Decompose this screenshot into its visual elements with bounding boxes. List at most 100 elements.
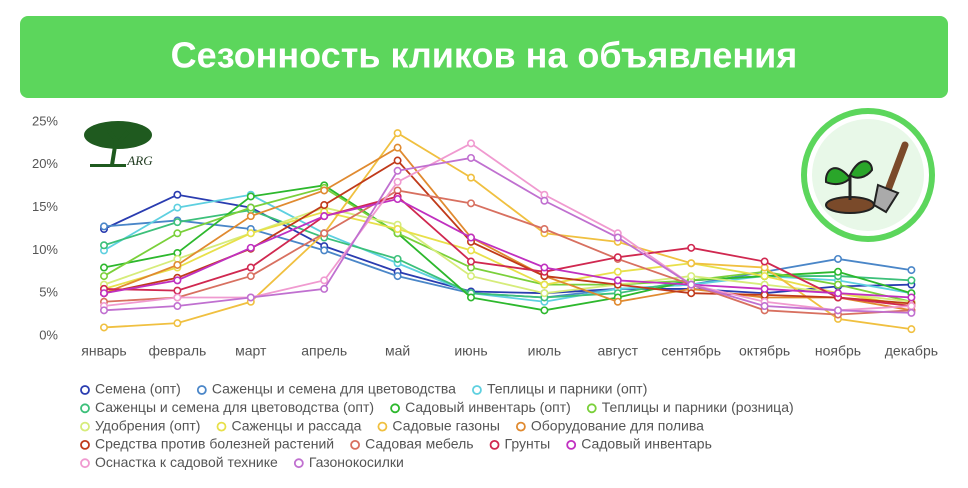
data-point <box>393 156 402 165</box>
data-point <box>466 233 475 242</box>
data-point <box>173 302 182 311</box>
y-tick-label: 10% <box>32 242 58 257</box>
data-point <box>466 246 475 255</box>
data-point <box>320 284 329 293</box>
series-line <box>103 195 912 307</box>
legend-label: Газонокосилки <box>309 454 404 470</box>
data-point <box>760 302 769 311</box>
data-point <box>100 323 109 332</box>
data-point <box>540 306 549 315</box>
series-line <box>103 131 912 331</box>
x-tick-label: октябрь <box>739 343 790 359</box>
series-line <box>103 157 912 314</box>
series-line <box>103 189 912 316</box>
data-point <box>907 302 916 311</box>
data-point <box>907 266 916 275</box>
series-line <box>103 186 912 303</box>
data-point <box>246 263 255 272</box>
data-point <box>613 267 622 276</box>
data-point <box>613 233 622 242</box>
data-point <box>246 243 255 252</box>
data-point <box>466 139 475 148</box>
x-tick-label: январь <box>81 343 126 359</box>
legend-marker <box>80 439 90 450</box>
data-point <box>540 263 549 272</box>
x-tick-label: ноябрь <box>815 343 861 359</box>
data-point <box>833 254 842 263</box>
data-point <box>320 201 329 210</box>
legend-label: Садовый инвентарь (опт) <box>405 399 571 415</box>
data-point <box>687 289 696 298</box>
data-point <box>540 196 549 205</box>
legend-marker <box>350 439 360 450</box>
legend-marker <box>80 421 90 432</box>
legend-label: Садовый инвентарь <box>581 436 712 452</box>
data-point <box>466 257 475 266</box>
data-point <box>760 257 769 266</box>
legend-label: Семена (опт) <box>95 381 181 397</box>
legend-label: Саженцы и рассада <box>231 417 361 433</box>
data-point <box>320 229 329 238</box>
y-tick-label: 0% <box>39 327 58 342</box>
data-point <box>320 212 329 221</box>
data-point <box>760 284 769 293</box>
legend-marker <box>293 458 304 469</box>
data-point <box>246 229 255 238</box>
data-point <box>687 272 696 281</box>
legend-label: Удобрения (опт) <box>95 417 200 433</box>
legend-marker <box>80 458 90 469</box>
data-point <box>393 254 402 263</box>
legend-label: Оборудование для полива <box>531 417 704 433</box>
data-point <box>393 177 402 186</box>
x-tick-label: август <box>598 343 639 359</box>
title-banner <box>20 16 948 98</box>
data-point <box>907 325 916 334</box>
x-tick-label: февраль <box>149 343 207 359</box>
series-line <box>103 146 912 312</box>
y-tick-label: 5% <box>39 285 58 300</box>
legend-label: Грунты <box>505 436 551 452</box>
x-tick-label: март <box>235 343 267 359</box>
data-point <box>393 225 402 234</box>
legend-label: Саженцы и семена для цветоводства (опт) <box>95 399 374 415</box>
legend-marker <box>390 403 400 414</box>
legend-marker <box>586 403 597 414</box>
data-point <box>173 276 182 285</box>
legend-label: Садовая мебель <box>365 436 473 452</box>
data-point <box>466 272 475 281</box>
legend-marker <box>472 385 482 395</box>
data-point <box>100 241 109 250</box>
data-point <box>613 276 622 285</box>
legend-label: Саженцы и семена для цветоводства <box>212 381 456 397</box>
data-point <box>173 190 182 199</box>
data-point <box>173 229 182 238</box>
legend-label: Теплицы и парники (опт) <box>487 381 647 397</box>
data-point <box>466 153 475 162</box>
data-point <box>613 297 622 306</box>
data-point <box>173 319 182 328</box>
data-point <box>173 218 182 227</box>
legend-marker <box>80 403 90 414</box>
data-point <box>246 293 255 302</box>
logo-text: ARG <box>126 153 153 168</box>
data-point <box>833 280 842 289</box>
data-point <box>833 267 842 276</box>
data-point <box>393 166 402 175</box>
data-point <box>100 263 109 272</box>
data-point <box>173 260 182 269</box>
legend-marker <box>377 421 388 432</box>
data-point <box>760 272 769 281</box>
x-tick-label: июль <box>528 343 561 359</box>
data-point <box>393 272 402 281</box>
legend-marker <box>80 385 90 395</box>
x-tick-label: май <box>385 343 410 359</box>
x-tick-label: декабрь <box>885 343 938 359</box>
series-line <box>103 206 912 303</box>
data-point <box>173 293 182 302</box>
data-point <box>393 143 402 152</box>
data-point <box>540 280 549 289</box>
legend-marker <box>489 439 500 450</box>
y-tick-label: 20% <box>32 156 58 171</box>
legend-label: Садовые газоны <box>392 417 499 433</box>
